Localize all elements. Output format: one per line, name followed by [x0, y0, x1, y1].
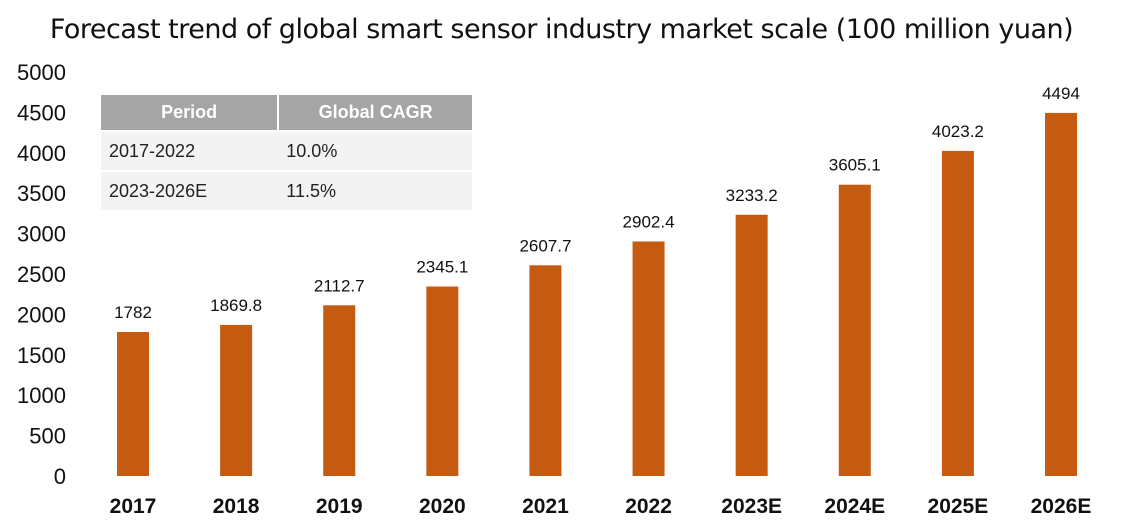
y-tick-label: 4000 [17, 141, 66, 166]
x-tick-label: 2025E [928, 495, 989, 518]
table-header: Period [101, 95, 279, 131]
x-tick-label: 2018 [213, 495, 260, 518]
bar [735, 214, 768, 476]
y-tick-label: 5000 [17, 60, 66, 85]
bar [632, 241, 665, 476]
x-tick-label: 2024E [824, 495, 885, 518]
data-label: 1782 [114, 303, 152, 322]
y-tick-label: 4500 [17, 100, 66, 125]
data-label: 3605.1 [829, 156, 881, 175]
x-tick-label: 2017 [110, 495, 157, 518]
x-tick-label: 2023E [721, 495, 782, 518]
bar [941, 150, 974, 476]
data-label: 4023.2 [932, 122, 984, 141]
x-tick-label: 2020 [419, 495, 466, 518]
data-label: 1869.8 [210, 296, 262, 315]
data-label: 3233.2 [726, 186, 778, 205]
y-tick-label: 500 [29, 424, 66, 449]
bar [323, 305, 356, 476]
y-tick-label: 1500 [17, 343, 66, 368]
data-label: 2112.7 [314, 276, 365, 295]
y-tick-label: 1000 [17, 383, 66, 408]
y-tick-label: 2000 [17, 302, 66, 327]
bar [426, 286, 459, 476]
data-label: 2345.1 [416, 258, 468, 277]
table-row: 2023-2026E 11.5% [101, 170, 472, 210]
x-tick-label: 2026E [1031, 495, 1092, 518]
x-tick-label: 2019 [316, 495, 363, 518]
y-tick-label: 3000 [17, 222, 66, 247]
table-cell: 11.5% [278, 170, 472, 210]
bar [220, 324, 253, 476]
table-row: 2017-2022 10.0% [101, 130, 472, 171]
bar [838, 184, 871, 476]
bar [117, 332, 149, 476]
data-label: 2607.7 [519, 236, 571, 255]
table-cell: 2023-2026E [101, 170, 279, 210]
y-tick-label: 3500 [17, 181, 66, 206]
data-label: 2902.4 [623, 212, 675, 231]
data-label: 4494 [1042, 84, 1080, 103]
cagr-table: Period Global CAGR 2017-2022 10.0% 2023-… [101, 95, 472, 210]
x-tick-label: 2021 [522, 495, 569, 518]
table-cell: 2017-2022 [101, 130, 279, 171]
chart-title: Forecast trend of global smart sensor in… [49, 14, 1074, 45]
y-tick-label: 2500 [17, 262, 66, 287]
x-tick-label: 2022 [625, 495, 672, 518]
table-header: Global CAGR [277, 95, 472, 131]
table-cell: 10.0% [278, 130, 472, 171]
bar [529, 265, 562, 476]
bar [1045, 112, 1077, 476]
table-header-row: Period Global CAGR [101, 95, 472, 131]
y-tick-label: 0 [54, 464, 66, 489]
